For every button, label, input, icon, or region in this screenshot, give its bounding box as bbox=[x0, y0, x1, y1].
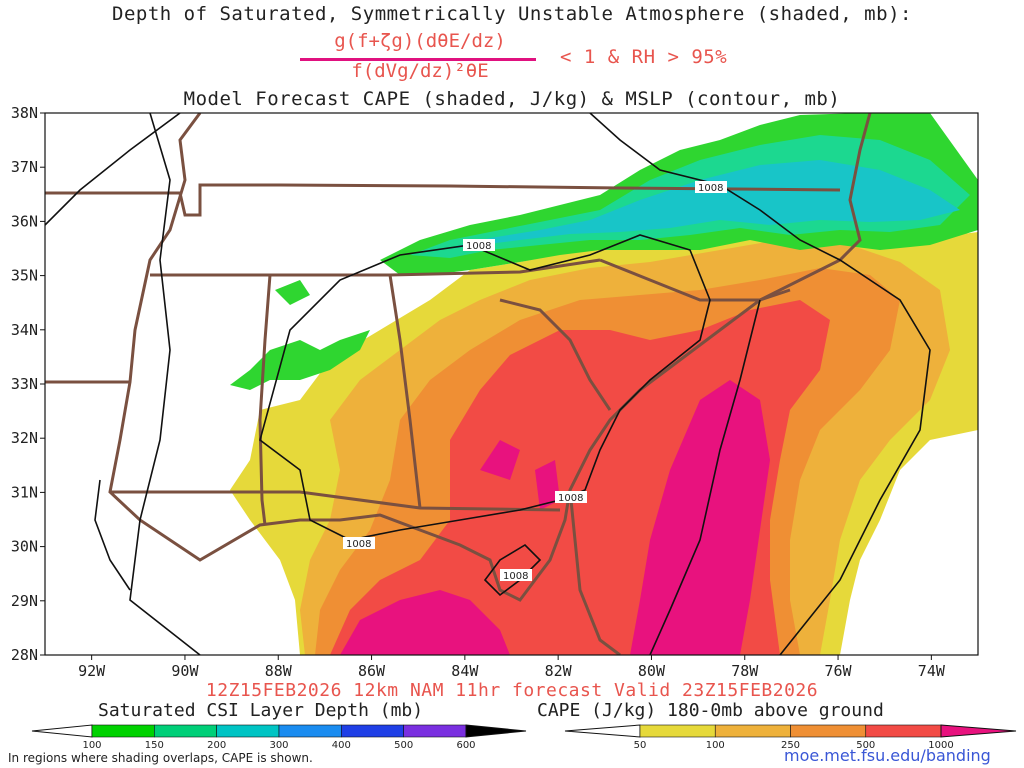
colorbar-swatch bbox=[714, 724, 791, 738]
cape-colorbar: 50 100 250 500 1000 bbox=[564, 724, 1017, 751]
colorbar-swatch bbox=[865, 724, 942, 738]
colorbar-label: 150 bbox=[145, 740, 164, 751]
csi-colorbar: 100 150 200 300 400 500 600 bbox=[31, 724, 527, 751]
colorbar-label: 400 bbox=[332, 740, 351, 751]
contour-labels: 1008 1008 1008 1008 1008 bbox=[343, 181, 727, 582]
contour-label: 1008 bbox=[346, 539, 371, 550]
fraction-bar bbox=[300, 58, 536, 61]
lat-label: 31N bbox=[11, 483, 38, 501]
colorbar-left-arrow bbox=[31, 724, 93, 738]
colorbar-label: 50 bbox=[634, 740, 647, 751]
colorbar-right-arrow bbox=[465, 724, 527, 738]
colorbar-label: 300 bbox=[269, 740, 288, 751]
colorbar-swatch bbox=[403, 724, 467, 738]
lon-label: 82W bbox=[545, 662, 573, 680]
lon-label: 88W bbox=[265, 662, 293, 680]
lat-label: 35N bbox=[11, 267, 38, 285]
cape-1000-region-ga bbox=[480, 440, 560, 510]
colorbar-label: 100 bbox=[82, 740, 101, 751]
colorbar-label: 600 bbox=[456, 740, 475, 751]
valid-time-line: 12Z15FEB2026 12km NAM 11hr forecast Vali… bbox=[205, 680, 819, 701]
title-line-1: Depth of Saturated, Symmetrically Unstab… bbox=[112, 3, 912, 25]
lat-label: 30N bbox=[11, 538, 38, 556]
footnote: In regions where shading overlaps, CAPE … bbox=[8, 751, 313, 765]
colorbar-swatch bbox=[639, 724, 716, 738]
title-line-3: Model Forecast CAPE (shaded, J/kg) & MSL… bbox=[183, 88, 841, 110]
lon-label: 90W bbox=[171, 662, 199, 680]
contour-label: 1008 bbox=[698, 183, 723, 194]
lat-label: 33N bbox=[11, 375, 38, 393]
cape-1000-region-east bbox=[630, 380, 770, 655]
contour-label: 1008 bbox=[466, 241, 491, 252]
colorbar-swatch bbox=[154, 724, 217, 738]
lat-label: 29N bbox=[11, 592, 38, 610]
lon-label: 92W bbox=[78, 662, 106, 680]
colorbar-label: 200 bbox=[207, 740, 226, 751]
fraction-numerator: g(f+ζg)(dθE/dz) bbox=[334, 30, 506, 52]
lat-label: 28N bbox=[11, 646, 38, 664]
colorbar-swatch bbox=[216, 724, 280, 738]
state-boundaries bbox=[45, 113, 872, 655]
fraction-denominator: f(dVg/dz)²θE bbox=[351, 60, 489, 82]
colorbar-swatch bbox=[278, 724, 342, 738]
lat-label: 32N bbox=[11, 429, 38, 447]
csi-colorbar-title: Saturated CSI Layer Depth (mb) bbox=[98, 700, 424, 721]
colorbar-label: 100 bbox=[706, 740, 725, 751]
contour-label: 1008 bbox=[558, 493, 583, 504]
colorbar-swatch bbox=[341, 724, 404, 738]
lat-label: 38N bbox=[11, 104, 38, 122]
colorbar-label: 500 bbox=[394, 740, 413, 751]
lat-label: 36N bbox=[11, 212, 38, 230]
colorbar-label: 250 bbox=[781, 740, 800, 751]
lon-label: 76W bbox=[825, 662, 853, 680]
lon-label: 78W bbox=[731, 662, 759, 680]
cape-1000-region-west bbox=[340, 590, 510, 655]
colorbar-label: 1000 bbox=[928, 740, 953, 751]
colorbar-right-arrow bbox=[940, 724, 1017, 738]
contour-label: 1008 bbox=[503, 571, 528, 582]
criterion-text: < 1 & RH > 95% bbox=[560, 46, 728, 68]
colorbar-left-arrow bbox=[564, 724, 641, 738]
colorbar-swatch bbox=[790, 724, 867, 738]
csi-200-region-north bbox=[440, 160, 960, 250]
longitude-axis: 92W 90W 88W 86W 84W 82W 80W 78W 76W 74W bbox=[78, 655, 946, 680]
source-url[interactable]: moe.met.fsu.edu/banding bbox=[784, 746, 991, 765]
map-area: 1008 1008 1008 1008 1008 bbox=[45, 113, 978, 655]
lon-label: 74W bbox=[918, 662, 946, 680]
cape-colorbar-title: CAPE (J/kg) 180-0mb above ground bbox=[537, 700, 884, 721]
colorbar-swatch bbox=[91, 724, 155, 738]
colorbar-label: 500 bbox=[856, 740, 875, 751]
lat-label: 34N bbox=[11, 321, 38, 339]
lon-label: 86W bbox=[358, 662, 386, 680]
lon-label: 80W bbox=[638, 662, 666, 680]
latitude-axis: 38N 37N 36N 35N 34N 33N 32N 31N 30N 29N 28N bbox=[11, 104, 45, 664]
lat-label: 37N bbox=[11, 158, 38, 176]
lon-label: 84W bbox=[451, 662, 479, 680]
isobars bbox=[45, 113, 931, 655]
